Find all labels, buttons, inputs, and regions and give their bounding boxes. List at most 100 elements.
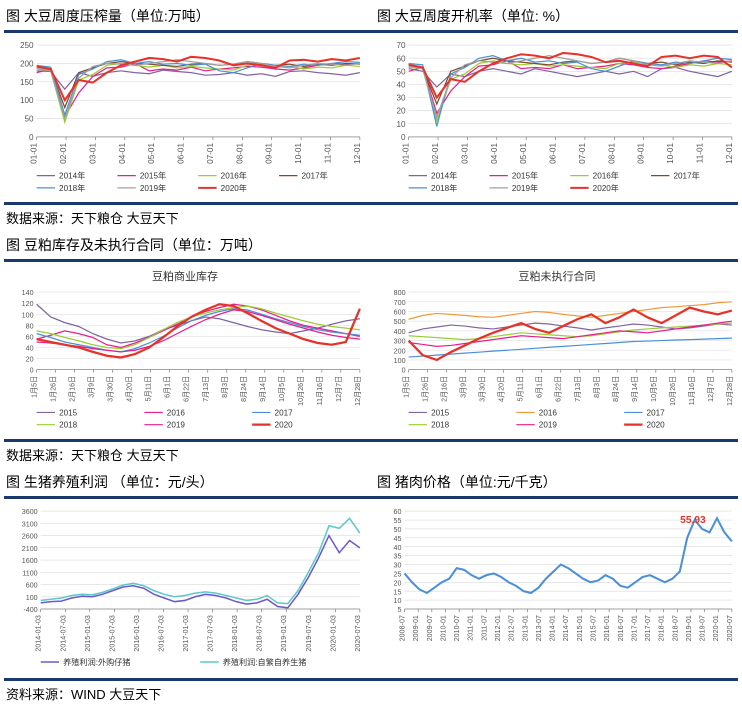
svg-text:3月30日: 3月30日 [107, 376, 115, 402]
svg-text:700: 700 [394, 299, 406, 307]
svg-text:10月26日: 10月26日 [669, 376, 677, 406]
svg-text:12月7日: 12月7日 [335, 376, 343, 402]
svg-text:3600: 3600 [22, 508, 38, 516]
svg-text:3100: 3100 [22, 520, 38, 528]
chart3-subtitle: 豆粕商业库存 [4, 268, 366, 284]
section-3-header: 图 生猪养殖利润 （单位：元/头） 图 猪肉价格（单位:元/千克） [4, 470, 738, 499]
chart3: 豆粕商业库存 0204060801001201401月5日1月26日2月16日3… [4, 268, 366, 435]
svg-text:2019: 2019 [167, 421, 186, 430]
svg-text:40: 40 [394, 544, 402, 552]
svg-text:2015: 2015 [431, 409, 450, 418]
svg-text:08-01: 08-01 [607, 143, 616, 164]
svg-text:1600: 1600 [22, 557, 38, 565]
chart2: 01020304050607001-0102-0103-0104-0105-01… [376, 39, 738, 198]
svg-text:2020-07-03: 2020-07-03 [354, 615, 362, 651]
svg-text:12月7日: 12月7日 [707, 376, 715, 402]
svg-text:2016年: 2016年 [221, 171, 247, 181]
svg-text:6月22日: 6月22日 [183, 376, 191, 402]
page: 图 大豆周度压榨量（单位:万吨） 图 大豆周度开机率（单位: %） 050100… [4, 4, 738, 709]
svg-text:100: 100 [22, 311, 34, 319]
svg-text:200: 200 [394, 347, 406, 355]
svg-text:-400: -400 [23, 606, 37, 614]
svg-text:10月26日: 10月26日 [297, 376, 305, 406]
svg-text:0: 0 [30, 367, 34, 375]
svg-text:2100: 2100 [22, 545, 38, 553]
svg-text:40: 40 [26, 345, 34, 353]
svg-text:2019-01-03: 2019-01-03 [280, 615, 288, 651]
svg-text:0: 0 [29, 133, 34, 142]
svg-text:100: 100 [394, 357, 406, 365]
svg-text:02-01: 02-01 [431, 143, 440, 164]
svg-text:养殖利润:自繁自养生猪: 养殖利润:自繁自养生猪 [223, 657, 307, 667]
section-2-header: 图 豆粕库存及未执行合同（单位：万吨） [4, 233, 738, 262]
svg-text:5: 5 [398, 606, 402, 614]
svg-text:6月1日: 6月1日 [536, 376, 544, 398]
svg-text:7月13日: 7月13日 [202, 376, 210, 402]
svg-text:2014年: 2014年 [59, 171, 85, 181]
svg-text:2019-01: 2019-01 [685, 615, 693, 641]
svg-text:2017年: 2017年 [673, 171, 699, 181]
svg-text:50: 50 [25, 115, 35, 124]
svg-text:8月24日: 8月24日 [240, 376, 248, 402]
svg-text:2009-01: 2009-01 [412, 615, 420, 641]
svg-text:11月16日: 11月16日 [688, 376, 696, 406]
svg-text:7月13日: 7月13日 [574, 376, 582, 402]
svg-text:2016: 2016 [539, 409, 558, 418]
svg-text:08-01: 08-01 [235, 143, 244, 164]
svg-text:250: 250 [20, 41, 34, 50]
svg-text:2013-07: 2013-07 [535, 615, 543, 641]
svg-text:2017年: 2017年 [301, 171, 327, 181]
svg-text:150: 150 [20, 78, 34, 87]
chart6-title: 图 猪肉价格（单位:元/千克） [375, 470, 738, 496]
svg-text:01-01: 01-01 [402, 143, 411, 164]
svg-text:2016: 2016 [167, 409, 186, 418]
svg-text:2016-01: 2016-01 [603, 615, 611, 641]
svg-text:2016-01-03: 2016-01-03 [133, 615, 141, 651]
svg-text:100: 100 [26, 594, 38, 602]
svg-text:30: 30 [394, 562, 402, 570]
svg-text:4月20日: 4月20日 [498, 376, 506, 402]
svg-text:0: 0 [402, 367, 406, 375]
svg-text:2018-07-03: 2018-07-03 [256, 615, 264, 651]
chart5-title: 图 生猪养殖利润 （单位：元/头） [4, 470, 367, 496]
svg-text:07-01: 07-01 [206, 143, 215, 164]
svg-text:03-01: 03-01 [88, 143, 97, 164]
svg-text:2014-01-03: 2014-01-03 [35, 615, 43, 651]
svg-text:20: 20 [397, 107, 407, 116]
svg-text:1100: 1100 [22, 569, 37, 577]
svg-text:1月26日: 1月26日 [50, 376, 58, 402]
chart6: 510152025303540455055602008-072009-01200… [376, 505, 738, 674]
chart4: 豆粕未执行合同 01002003004005006007008001月5日1月2… [376, 268, 738, 435]
svg-text:10-01: 10-01 [294, 143, 303, 164]
svg-text:11-01: 11-01 [695, 143, 704, 164]
svg-text:70: 70 [397, 41, 407, 50]
svg-text:2015-01-03: 2015-01-03 [84, 615, 92, 651]
svg-text:2012-07: 2012-07 [508, 615, 516, 641]
svg-text:2019-07-03: 2019-07-03 [305, 615, 313, 651]
svg-text:11-01: 11-01 [323, 143, 332, 164]
svg-text:2020-07: 2020-07 [726, 615, 734, 641]
svg-text:600: 600 [394, 309, 406, 317]
svg-text:5月11日: 5月11日 [517, 376, 525, 402]
row-1: 05010015020025001-0102-0103-0104-0105-01… [4, 39, 738, 198]
svg-text:2018-01-03: 2018-01-03 [231, 615, 239, 651]
svg-text:2017-01-03: 2017-01-03 [182, 615, 190, 651]
svg-text:12月28日: 12月28日 [726, 376, 734, 406]
chart1: 05010015020025001-0102-0103-0104-0105-01… [4, 39, 366, 198]
svg-text:2017-01: 2017-01 [630, 615, 638, 641]
chart1-title: 图 大豆周度压榨量（单位:万吨） [4, 4, 367, 30]
svg-text:10月5日: 10月5日 [278, 376, 286, 402]
svg-text:2018: 2018 [59, 421, 78, 430]
row-3: -4001006001100160021002600310036002014-0… [4, 505, 738, 674]
svg-text:9月14日: 9月14日 [631, 376, 639, 402]
source-3: 资料来源：WIND 大豆天下 [4, 678, 738, 709]
svg-text:15: 15 [394, 588, 402, 596]
svg-text:2018: 2018 [431, 421, 450, 430]
svg-text:50: 50 [397, 67, 407, 76]
svg-text:2018-07: 2018-07 [671, 615, 679, 641]
svg-text:60: 60 [397, 54, 407, 63]
svg-text:2014-01: 2014-01 [549, 615, 557, 641]
svg-text:3月9日: 3月9日 [460, 376, 468, 398]
svg-text:2016-07: 2016-07 [617, 615, 625, 641]
chart4-subtitle: 豆粕未执行合同 [376, 268, 738, 284]
